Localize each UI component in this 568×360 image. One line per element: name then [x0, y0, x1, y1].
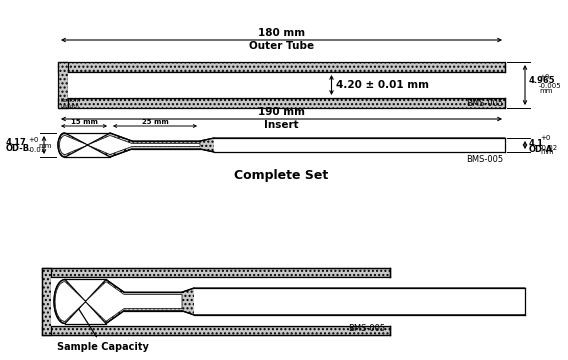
Polygon shape: [54, 279, 525, 324]
Text: 4.20 ± 0.01 mm: 4.20 ± 0.01 mm: [336, 80, 429, 90]
Text: 4.965: 4.965: [529, 76, 556, 85]
Text: Insert: Insert: [264, 120, 299, 130]
Text: 4.17: 4.17: [6, 138, 27, 147]
Text: +0: +0: [540, 135, 550, 141]
Text: BMS-005: BMS-005: [466, 99, 503, 108]
Text: 4.1: 4.1: [529, 139, 544, 148]
Text: Bottom
Length: Bottom Length: [60, 98, 80, 109]
Text: 25 mm: 25 mm: [141, 119, 168, 125]
Text: mm: mm: [38, 143, 52, 149]
Text: mm: mm: [540, 149, 553, 155]
Bar: [58, 98, 505, 108]
Text: OD-A: OD-A: [529, 144, 553, 153]
Text: 15 mm: 15 mm: [70, 119, 98, 125]
Bar: [51, 277, 390, 326]
Text: -0.01: -0.01: [28, 147, 46, 153]
Text: -0.005: -0.005: [539, 83, 562, 89]
Text: OD-B: OD-B: [6, 144, 30, 153]
Bar: [68, 72, 505, 98]
Bar: [214, 139, 505, 152]
Bar: [42, 268, 390, 277]
Text: BMS-005: BMS-005: [348, 324, 385, 333]
Bar: [42, 268, 51, 335]
Bar: [58, 62, 68, 108]
Text: -0.02: -0.02: [540, 145, 558, 151]
Bar: [194, 288, 525, 315]
Text: BMS-005: BMS-005: [466, 155, 503, 164]
Text: 180 mm: 180 mm: [258, 28, 305, 38]
Polygon shape: [55, 282, 182, 321]
Bar: [58, 62, 505, 72]
Polygon shape: [60, 135, 200, 154]
Bar: [42, 326, 390, 335]
Text: Outer Tube: Outer Tube: [249, 41, 314, 51]
Text: +0: +0: [539, 74, 549, 80]
Bar: [51, 277, 390, 326]
Text: +0: +0: [28, 137, 39, 143]
Text: Sample Capacity: Sample Capacity: [57, 305, 149, 352]
Text: 190 mm: 190 mm: [258, 107, 305, 117]
Text: Complete Set: Complete Set: [235, 169, 329, 182]
Text: mm: mm: [539, 88, 553, 94]
Polygon shape: [58, 133, 505, 157]
